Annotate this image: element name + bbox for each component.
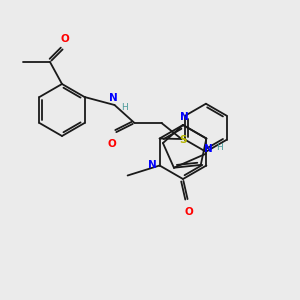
Text: N: N [109,93,118,103]
Text: H: H [122,103,128,112]
Text: O: O [107,139,116,149]
Text: N: N [148,160,157,170]
Text: N: N [180,112,188,122]
Text: H: H [216,143,223,152]
Text: N: N [204,143,213,154]
Text: S: S [179,135,186,145]
Text: O: O [61,34,69,44]
Text: O: O [184,207,194,217]
